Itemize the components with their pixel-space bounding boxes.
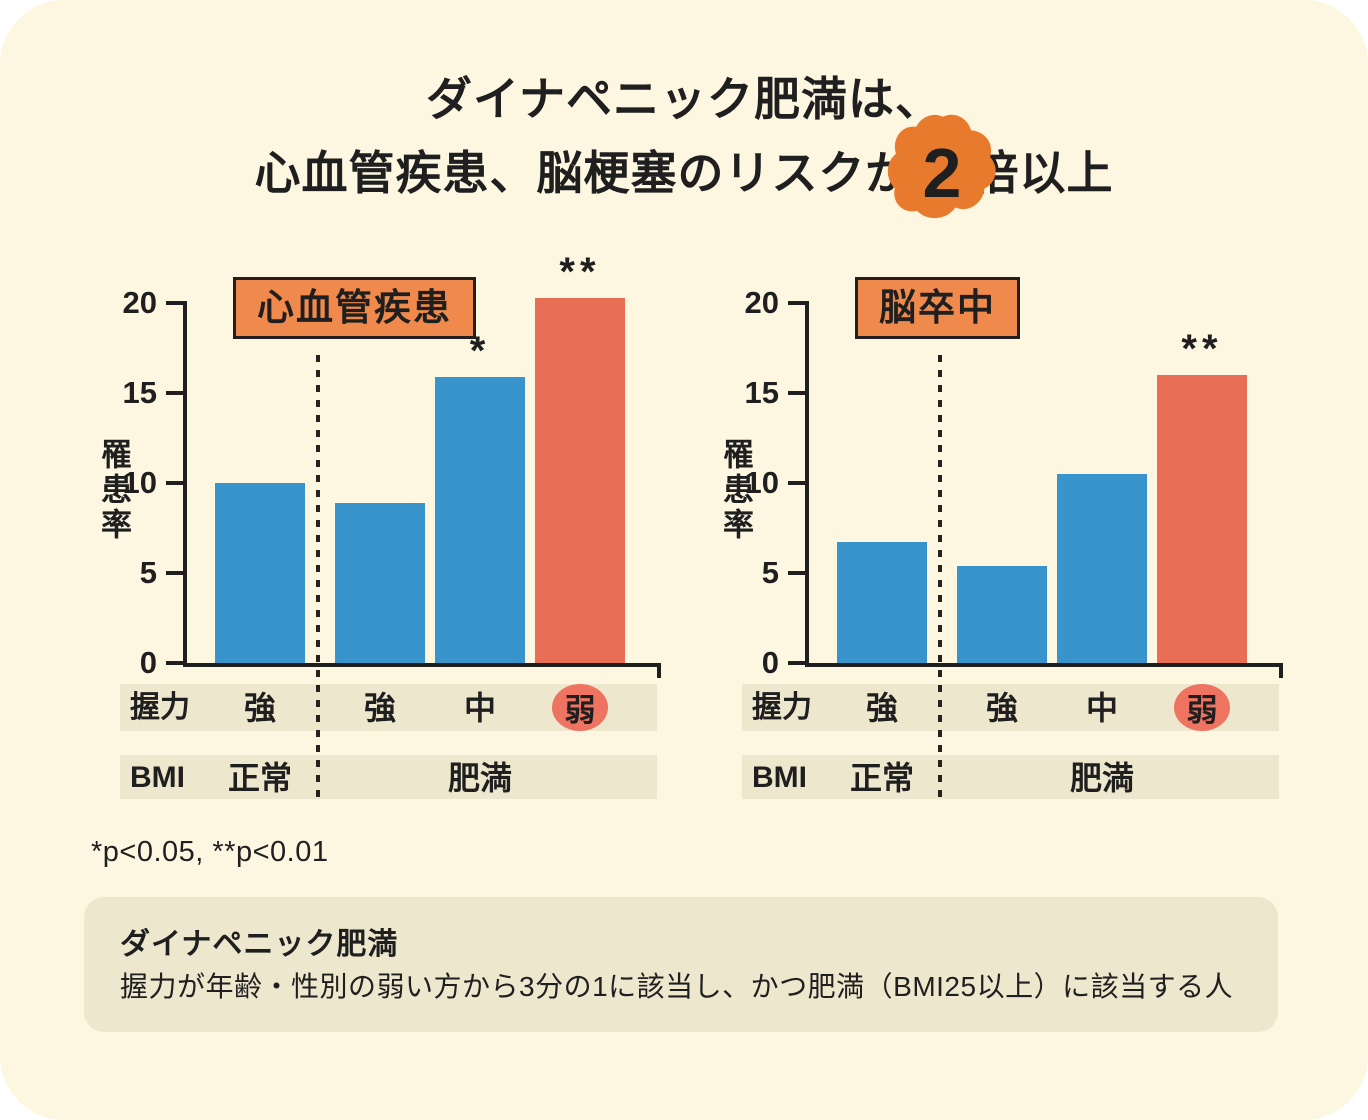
bar-強-0 xyxy=(215,483,305,663)
group-separator-dotted-line xyxy=(316,355,320,799)
bmi-label-obese: 肥満 xyxy=(447,760,512,796)
significance-mark: * xyxy=(469,329,491,373)
y-tick-label: 5 xyxy=(139,555,157,590)
significance-mark: ** xyxy=(559,250,601,294)
y-tick-label: 15 xyxy=(122,375,157,410)
x-axis-end-tick xyxy=(657,663,661,678)
bar-強-0 xyxy=(837,542,927,663)
definition-body: 握力が年齢・性別の弱い方から3分の1に該当し、かつ肥満（BMI25以上）に該当す… xyxy=(120,971,1234,1002)
significance-note: *p<0.05, **p<0.01 xyxy=(91,836,329,868)
orange-blob-icon xyxy=(887,114,996,219)
x-axis xyxy=(805,663,1283,667)
y-tick-label: 0 xyxy=(761,645,779,680)
main-title-line2-text: 心血管疾患、脳梗塞のリスクが xyxy=(254,147,913,199)
bmi-band: BMI 正常 肥満 xyxy=(120,755,657,799)
y-axis xyxy=(183,301,187,667)
y-tick-mark xyxy=(788,481,805,485)
grip-label-1: 強 xyxy=(985,690,1018,726)
definition-box: ダイナペニック肥満 握力が年齢・性別の弱い方から3分の1に該当し、かつ肥満（BM… xyxy=(84,897,1278,1032)
highlight-blob-wrap: 2 xyxy=(887,114,996,219)
y-tick-label: 5 xyxy=(761,555,779,590)
bar-強-1 xyxy=(957,566,1047,663)
grip-weak-badge: 弱 xyxy=(552,684,608,731)
y-tick-label: 15 xyxy=(744,375,779,410)
bmi-label-obese: 肥満 xyxy=(1069,760,1134,796)
y-tick-mark xyxy=(166,481,183,485)
grip-label-0: 強 xyxy=(865,690,898,726)
y-tick-mark xyxy=(166,661,183,665)
x-axis xyxy=(183,663,661,667)
chart-title-cvd: 心血管疾患 xyxy=(233,277,476,339)
grip-label-2: 中 xyxy=(1085,690,1118,726)
y-tick-label: 10 xyxy=(744,465,779,500)
bmi-label-normal: 正常 xyxy=(849,760,914,796)
y-tick-label: 10 xyxy=(122,465,157,500)
bar-弱-3 xyxy=(1157,375,1247,663)
grip-row-header: 握力 xyxy=(130,691,190,724)
y-axis-label: 罹患率 xyxy=(718,438,753,543)
grip-label-weak: 弱 xyxy=(1186,693,1218,728)
grip-label-0: 強 xyxy=(243,690,276,726)
y-axis xyxy=(805,301,809,667)
bmi-label-normal: 正常 xyxy=(227,760,292,796)
chart-title-stroke: 脳卒中 xyxy=(855,277,1020,339)
bar-強-1 xyxy=(335,503,425,663)
y-tick-mark xyxy=(788,571,805,575)
bar-中-2 xyxy=(1057,474,1147,663)
significance-mark: ** xyxy=(1181,327,1223,371)
y-tick-mark xyxy=(166,301,183,305)
y-tick-mark xyxy=(166,391,183,395)
grip-weak-badge: 弱 xyxy=(1174,684,1230,731)
highlight-digit: 2 xyxy=(922,134,963,212)
bmi-row-header: BMI xyxy=(130,761,185,794)
grip-strength-band: 握力 強 強 中 弱 xyxy=(120,684,657,731)
bmi-band: BMI 正常 肥満 xyxy=(742,755,1279,799)
y-tick-mark xyxy=(788,661,805,665)
main-title-line1: ダイナペニック肥満は、 xyxy=(425,73,943,125)
grip-label-1: 強 xyxy=(363,690,396,726)
grip-strength-band: 握力 強 強 中 弱 xyxy=(742,684,1279,731)
main-title: ダイナペニック肥満は、 心血管疾患、脳梗塞のリスクが 2 倍以上 xyxy=(0,66,1368,219)
y-tick-mark xyxy=(166,571,183,575)
y-tick-label: 20 xyxy=(744,285,779,320)
bar-弱-3 xyxy=(535,298,625,663)
y-tick-mark xyxy=(788,301,805,305)
main-title-line2-suffix: 倍以上 xyxy=(972,147,1114,199)
definition-title: ダイナペニック肥満 xyxy=(120,928,399,961)
group-separator-dotted-line xyxy=(938,355,942,799)
x-axis-end-tick xyxy=(1279,663,1283,678)
grip-row-header: 握力 xyxy=(752,691,812,724)
y-tick-label: 20 xyxy=(122,285,157,320)
y-tick-label: 0 xyxy=(139,645,157,680)
grip-label-weak: 弱 xyxy=(564,693,596,728)
grip-label-2: 中 xyxy=(463,690,496,726)
bar-中-2 xyxy=(435,377,525,663)
y-axis-label: 罹患率 xyxy=(96,438,131,543)
bmi-row-header: BMI xyxy=(752,761,807,794)
y-tick-mark xyxy=(788,391,805,395)
main-title-line2: 心血管疾患、脳梗塞のリスクが 2 倍以上 xyxy=(0,114,1368,219)
